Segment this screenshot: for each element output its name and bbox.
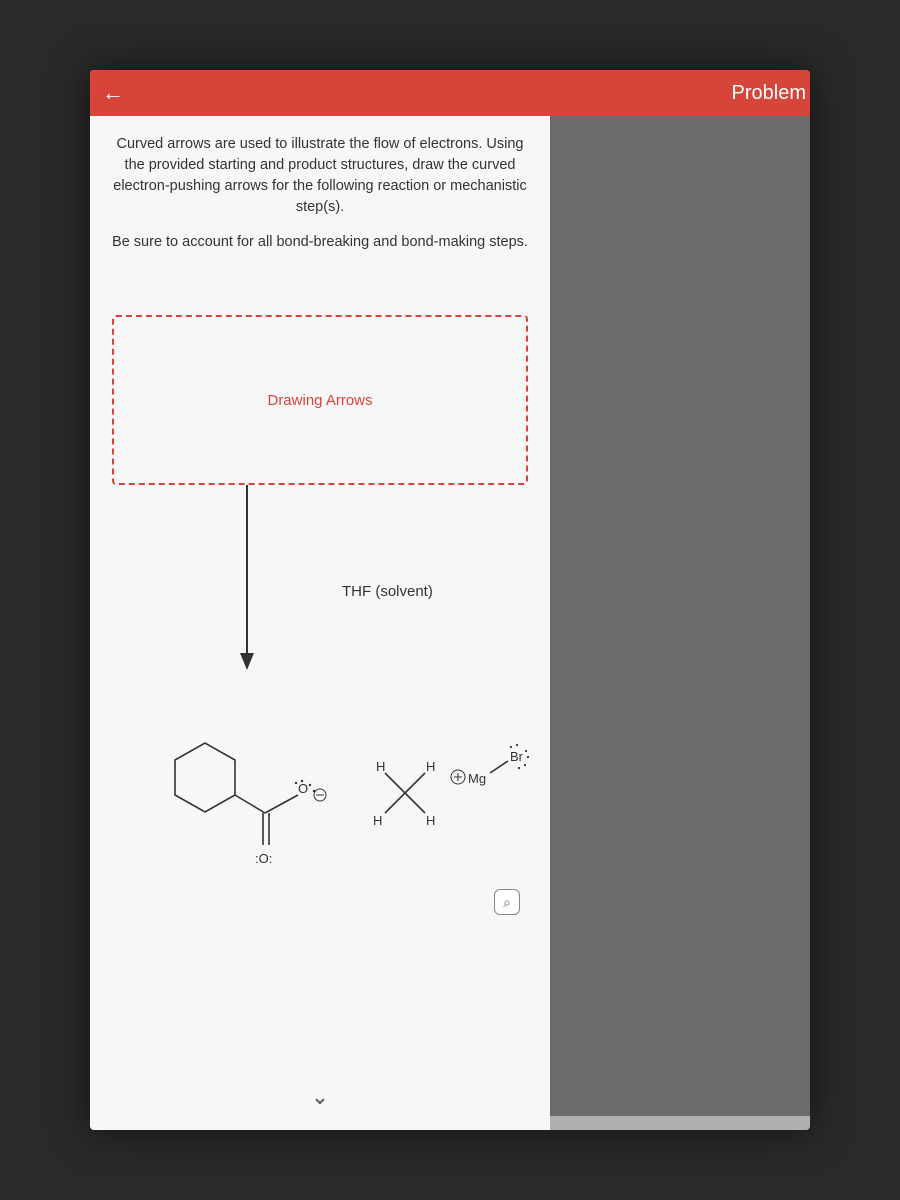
- reaction-arrow-region: THF (solvent): [112, 495, 528, 675]
- instructions-block: Curved arrows are used to illustrate the…: [90, 116, 550, 275]
- product-molecule-1: :O: O: [130, 705, 330, 875]
- back-button[interactable]: ←: [102, 80, 124, 106]
- instruction-text-2: Be sure to account for all bond-breaking…: [112, 232, 528, 253]
- oxygen-label-1: :O:: [255, 851, 272, 866]
- magnify-icon: ⌕: [503, 894, 511, 911]
- expand-button[interactable]: ⌄: [311, 1084, 329, 1110]
- drawing-arrows-canvas[interactable]: Drawing Arrows: [112, 315, 528, 485]
- zoom-button[interactable]: ⌕: [494, 889, 520, 915]
- svg-text:H: H: [376, 759, 385, 774]
- oxygen-label-2: O: [298, 781, 308, 796]
- side-panel-footer: [550, 1116, 810, 1130]
- svg-text:Br: Br: [510, 749, 524, 764]
- page-title: Problem: [732, 82, 810, 105]
- product-molecule-2: H H H H Mg Br: [330, 715, 530, 885]
- product-structures: :O: O H H H: [90, 705, 550, 935]
- svg-text:H: H: [373, 813, 382, 828]
- solvent-label: THF (solvent): [342, 583, 433, 600]
- drawing-arrows-label: Drawing Arrows: [267, 392, 372, 409]
- top-bar: ← Problem: [90, 70, 810, 116]
- instruction-text-1: Curved arrows are used to illustrate the…: [112, 134, 528, 218]
- side-panel: [550, 70, 810, 1130]
- svg-text:Mg: Mg: [468, 771, 486, 786]
- chevron-down-icon: ⌄: [311, 1084, 329, 1109]
- content-pane: Curved arrows are used to illustrate the…: [90, 70, 550, 1130]
- svg-text:H: H: [426, 813, 435, 828]
- app-screen: ← Problem Curved arrows are used to illu…: [90, 70, 810, 1130]
- svg-text:H: H: [426, 759, 435, 774]
- reaction-arrow-icon: [232, 485, 262, 675]
